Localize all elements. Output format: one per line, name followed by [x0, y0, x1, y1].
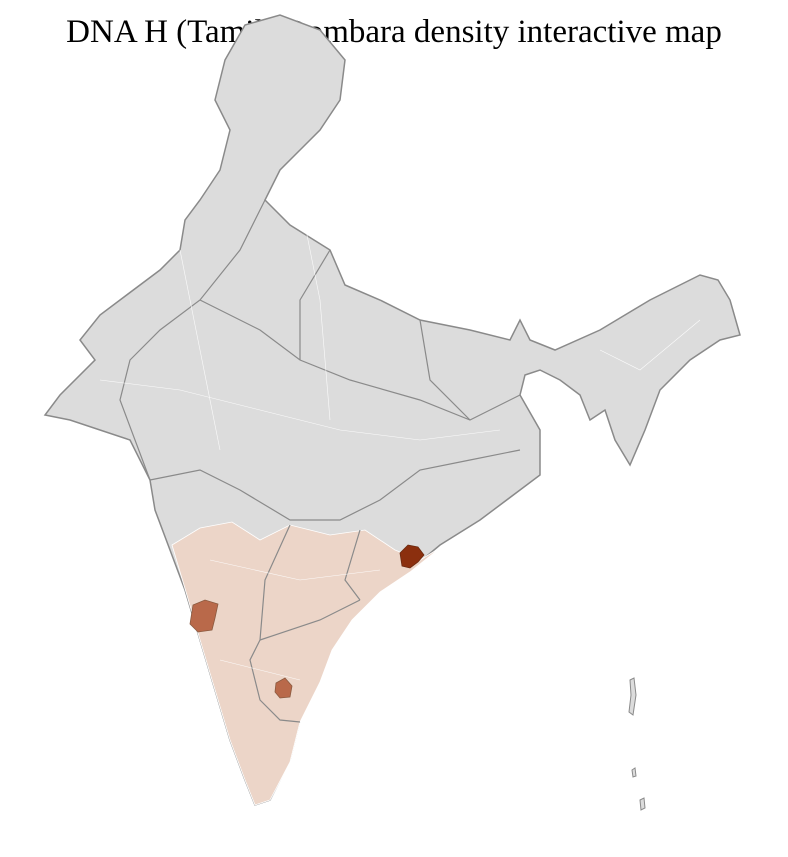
region-low-density[interactable]: [171, 521, 441, 806]
region-high-density-east[interactable]: [399, 544, 425, 569]
district-borders: [99, 199, 701, 681]
map-title: DNA H (Tamil) Dombara density interactiv…: [66, 14, 722, 50]
country-outline: [43, 14, 741, 806]
state-borders: [119, 199, 521, 723]
region-medium-density-south[interactable]: [274, 677, 293, 699]
andaman-islands: [628, 677, 646, 811]
region-medium-density-west[interactable]: [189, 599, 219, 633]
